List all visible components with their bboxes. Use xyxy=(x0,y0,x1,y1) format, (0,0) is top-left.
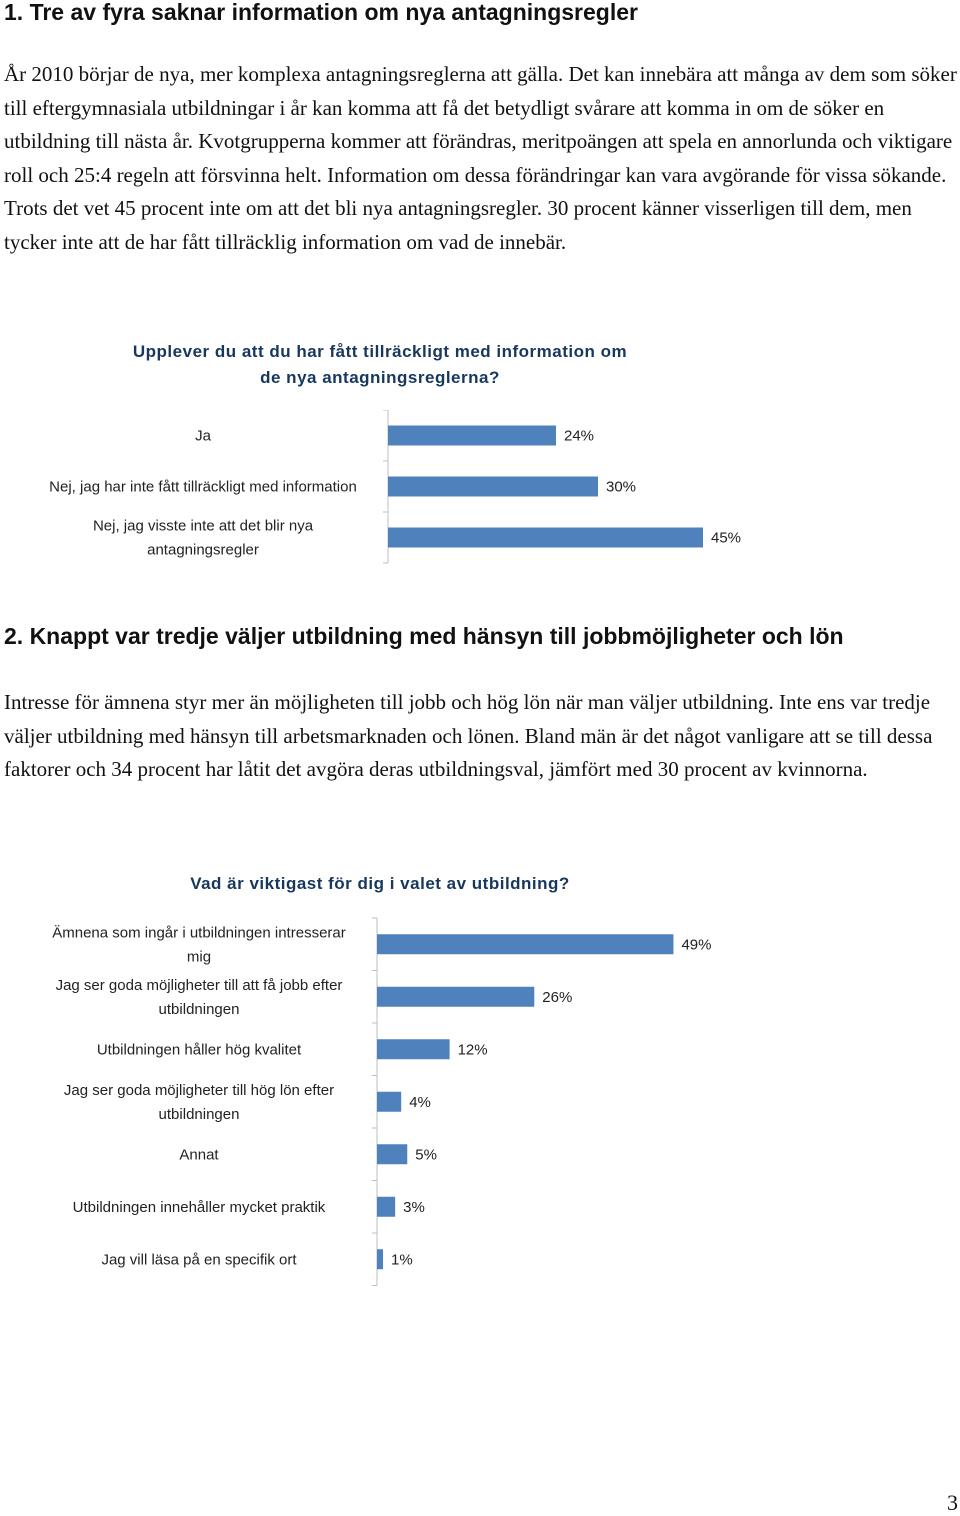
chart-2-education-choice: 49% Ämnena som ingår i utbildningen intre… xyxy=(52,917,711,1286)
chart-2-value-label: 3% xyxy=(403,1199,425,1216)
chart-1-title-line-1: Upplever du att du har fått tillräckligt… xyxy=(132,342,628,361)
chart-2-category-label: utbildningen xyxy=(159,1106,240,1123)
chart-1-bar xyxy=(388,476,598,497)
page-number: 3 xyxy=(947,1490,958,1515)
chart-2-title-line-1: Vad är viktigast för dig i valet av utbi… xyxy=(190,874,570,893)
chart-2-category-label: utbildningen xyxy=(159,1001,240,1018)
chart-2-category-label: Utbildningen innehåller mycket praktik xyxy=(73,1199,326,1216)
chart-2-value-label: 4% xyxy=(409,1094,431,1111)
chart-1-title: Upplever du att du har fått tillräckligt… xyxy=(80,339,680,391)
chart-1-category-label: Nej, jag visste inte att det blir nya xyxy=(93,518,314,535)
chart-2-category-label: Jag ser goda möjligheter till att få job… xyxy=(56,977,343,994)
chart-2-category-label: Utbildningen håller hög kvalitet xyxy=(97,1041,302,1058)
chart-2-value-label: 5% xyxy=(415,1146,437,1163)
section-1-heading: 1. Tre av fyra saknar information om nya… xyxy=(4,0,638,25)
chart-2-bar xyxy=(377,1039,450,1060)
chart-2-bar xyxy=(377,986,535,1007)
chart-2-bar xyxy=(377,1196,396,1217)
chart-2-bar xyxy=(377,934,674,955)
section-1-paragraph: År 2010 börjar de nya, mer komplexa anta… xyxy=(4,62,957,254)
chart-1-bar xyxy=(388,425,556,446)
section-2-heading: 2. Knappt var tredje väljer utbildning m… xyxy=(4,623,844,649)
chart-2-category-label: Annat xyxy=(179,1146,219,1163)
chart-2-title: Vad är viktigast för dig i valet av utbi… xyxy=(100,871,660,897)
chart-2-value-label: 26% xyxy=(542,989,572,1006)
chart-1-category-label: Ja xyxy=(195,428,212,445)
chart-1-title-line-2: de nya antagningsreglerna? xyxy=(260,368,500,387)
chart-2-bar xyxy=(377,1091,402,1112)
chart-2-category-label: Ämnena som ingår i utbildningen intresse… xyxy=(52,924,346,941)
chart-1-value-label: 24% xyxy=(564,428,594,445)
chart-2-category-label: Jag ser goda möjligheter till hög lön ef… xyxy=(64,1082,334,1099)
chart-2-value-label: 49% xyxy=(681,936,711,953)
chart-2-bar xyxy=(377,1144,408,1165)
chart-2-category-label: Jag vill läsa på en specifik ort xyxy=(101,1251,297,1268)
chart-2-value-label: 1% xyxy=(391,1251,413,1268)
chart-2-bar xyxy=(377,1249,384,1270)
chart-2-value-label: 12% xyxy=(458,1041,488,1058)
section-2-paragraph: Intresse för ämnena styr mer än möjlighe… xyxy=(4,690,933,781)
chart-1-category-label: Nej, jag har inte fått tillräckligt med … xyxy=(49,479,357,496)
chart-1-value-label: 30% xyxy=(606,479,636,496)
chart-2-category-label: mig xyxy=(187,948,211,965)
chart-1-category-label: antagningsregler xyxy=(147,542,259,559)
chart-1-information-rules: 24% Ja 30% Nej, jag har inte fått tillräckl… xyxy=(49,410,741,564)
chart-1-value-label: 45% xyxy=(711,530,741,547)
chart-1-bar xyxy=(388,527,703,548)
